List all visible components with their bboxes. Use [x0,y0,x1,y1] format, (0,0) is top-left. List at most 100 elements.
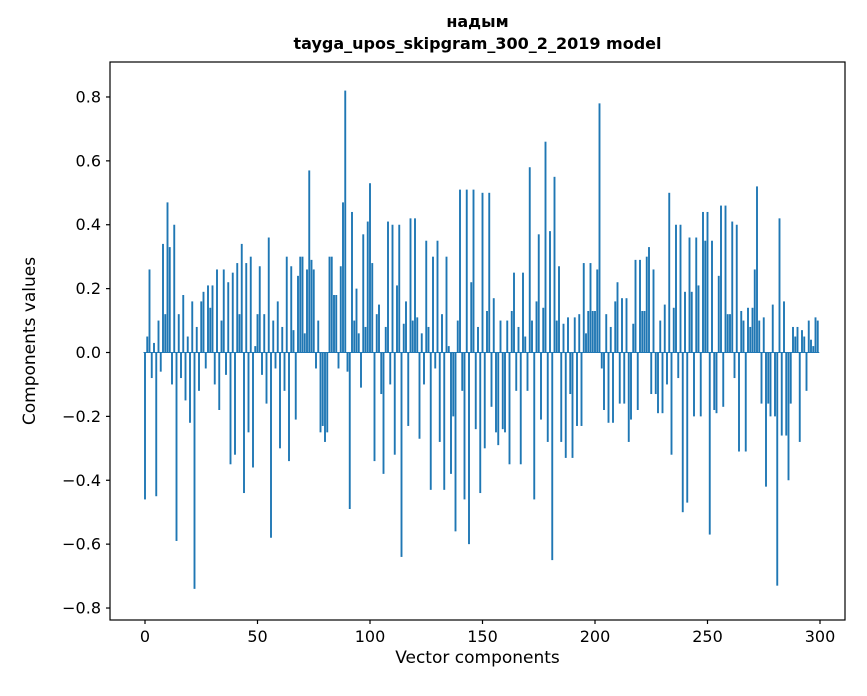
bar [645,256,648,353]
bar [688,237,691,353]
bar [580,352,583,426]
bar [283,352,286,391]
bar [153,342,155,353]
bar [740,310,743,353]
bar [569,352,572,395]
bar [477,326,479,353]
bar [402,323,405,353]
y-tick-label: 0.8 [76,87,101,106]
bar [459,189,461,353]
bar [155,352,158,497]
bar [281,326,284,353]
bar [677,352,680,379]
bar [452,352,455,417]
bar [758,320,761,353]
bar [753,269,756,353]
bar [261,352,263,375]
bar [663,304,666,353]
bar [735,224,738,353]
x-tick-label: 150 [467,627,498,646]
bar [670,352,673,455]
bar [204,352,207,369]
bar [301,256,304,353]
bar [171,352,173,385]
bar [150,352,153,379]
bar [198,352,200,391]
bar [627,352,630,442]
bar [796,326,799,353]
bar [342,202,344,353]
bar [186,336,189,353]
bar [510,310,513,353]
bar [168,247,171,353]
bar [679,224,682,353]
y-tick-label: −0.8 [62,599,101,618]
bar [661,352,664,414]
bar [193,352,196,589]
bar [810,339,812,353]
bar [704,240,707,353]
bar [182,295,185,353]
bar [686,352,689,503]
bar [184,352,187,401]
bar [652,269,655,353]
bar [220,320,223,353]
bar [429,352,432,490]
chart-subtitle: tayga_upos_skipgram_300_2_2019 model [293,34,662,53]
bar [373,352,376,462]
bar [643,310,646,353]
bar [240,243,243,353]
bar [630,352,632,420]
bar [393,352,396,455]
bar [657,352,659,414]
bar [299,256,302,353]
bar [317,320,320,353]
bar [542,307,545,353]
bar [681,352,684,513]
bar [634,259,637,353]
bar [306,269,308,353]
bar [756,186,758,353]
bar [497,352,500,446]
bar [589,263,592,353]
bar [598,103,601,353]
bar [157,320,160,353]
bar [375,314,378,353]
bar [749,326,752,353]
bar [218,352,221,410]
bar [591,310,594,353]
bar [771,304,774,353]
bar [312,269,315,353]
bar [249,256,252,353]
bar [699,352,702,417]
bar [270,352,272,538]
bar [513,272,515,353]
bar [213,352,216,385]
bar [492,298,495,353]
bar [713,352,716,410]
bar [690,291,693,353]
bar [315,352,317,369]
bar [546,352,549,442]
bar [807,320,810,353]
bar [411,320,414,353]
bar [144,352,146,500]
bar [621,298,623,353]
bar [468,352,470,545]
x-tick-label: 0 [140,627,150,646]
bar [526,352,529,391]
bar [189,352,191,423]
bar [501,352,504,430]
bar [407,352,410,426]
bar [560,352,563,442]
bar [697,285,700,353]
bar [450,352,452,474]
bar [760,352,763,404]
bar [706,211,709,353]
bar [355,288,358,353]
bar [582,263,585,353]
bar [801,330,803,353]
bar [222,269,225,353]
bar [495,352,497,433]
bar [328,256,331,353]
